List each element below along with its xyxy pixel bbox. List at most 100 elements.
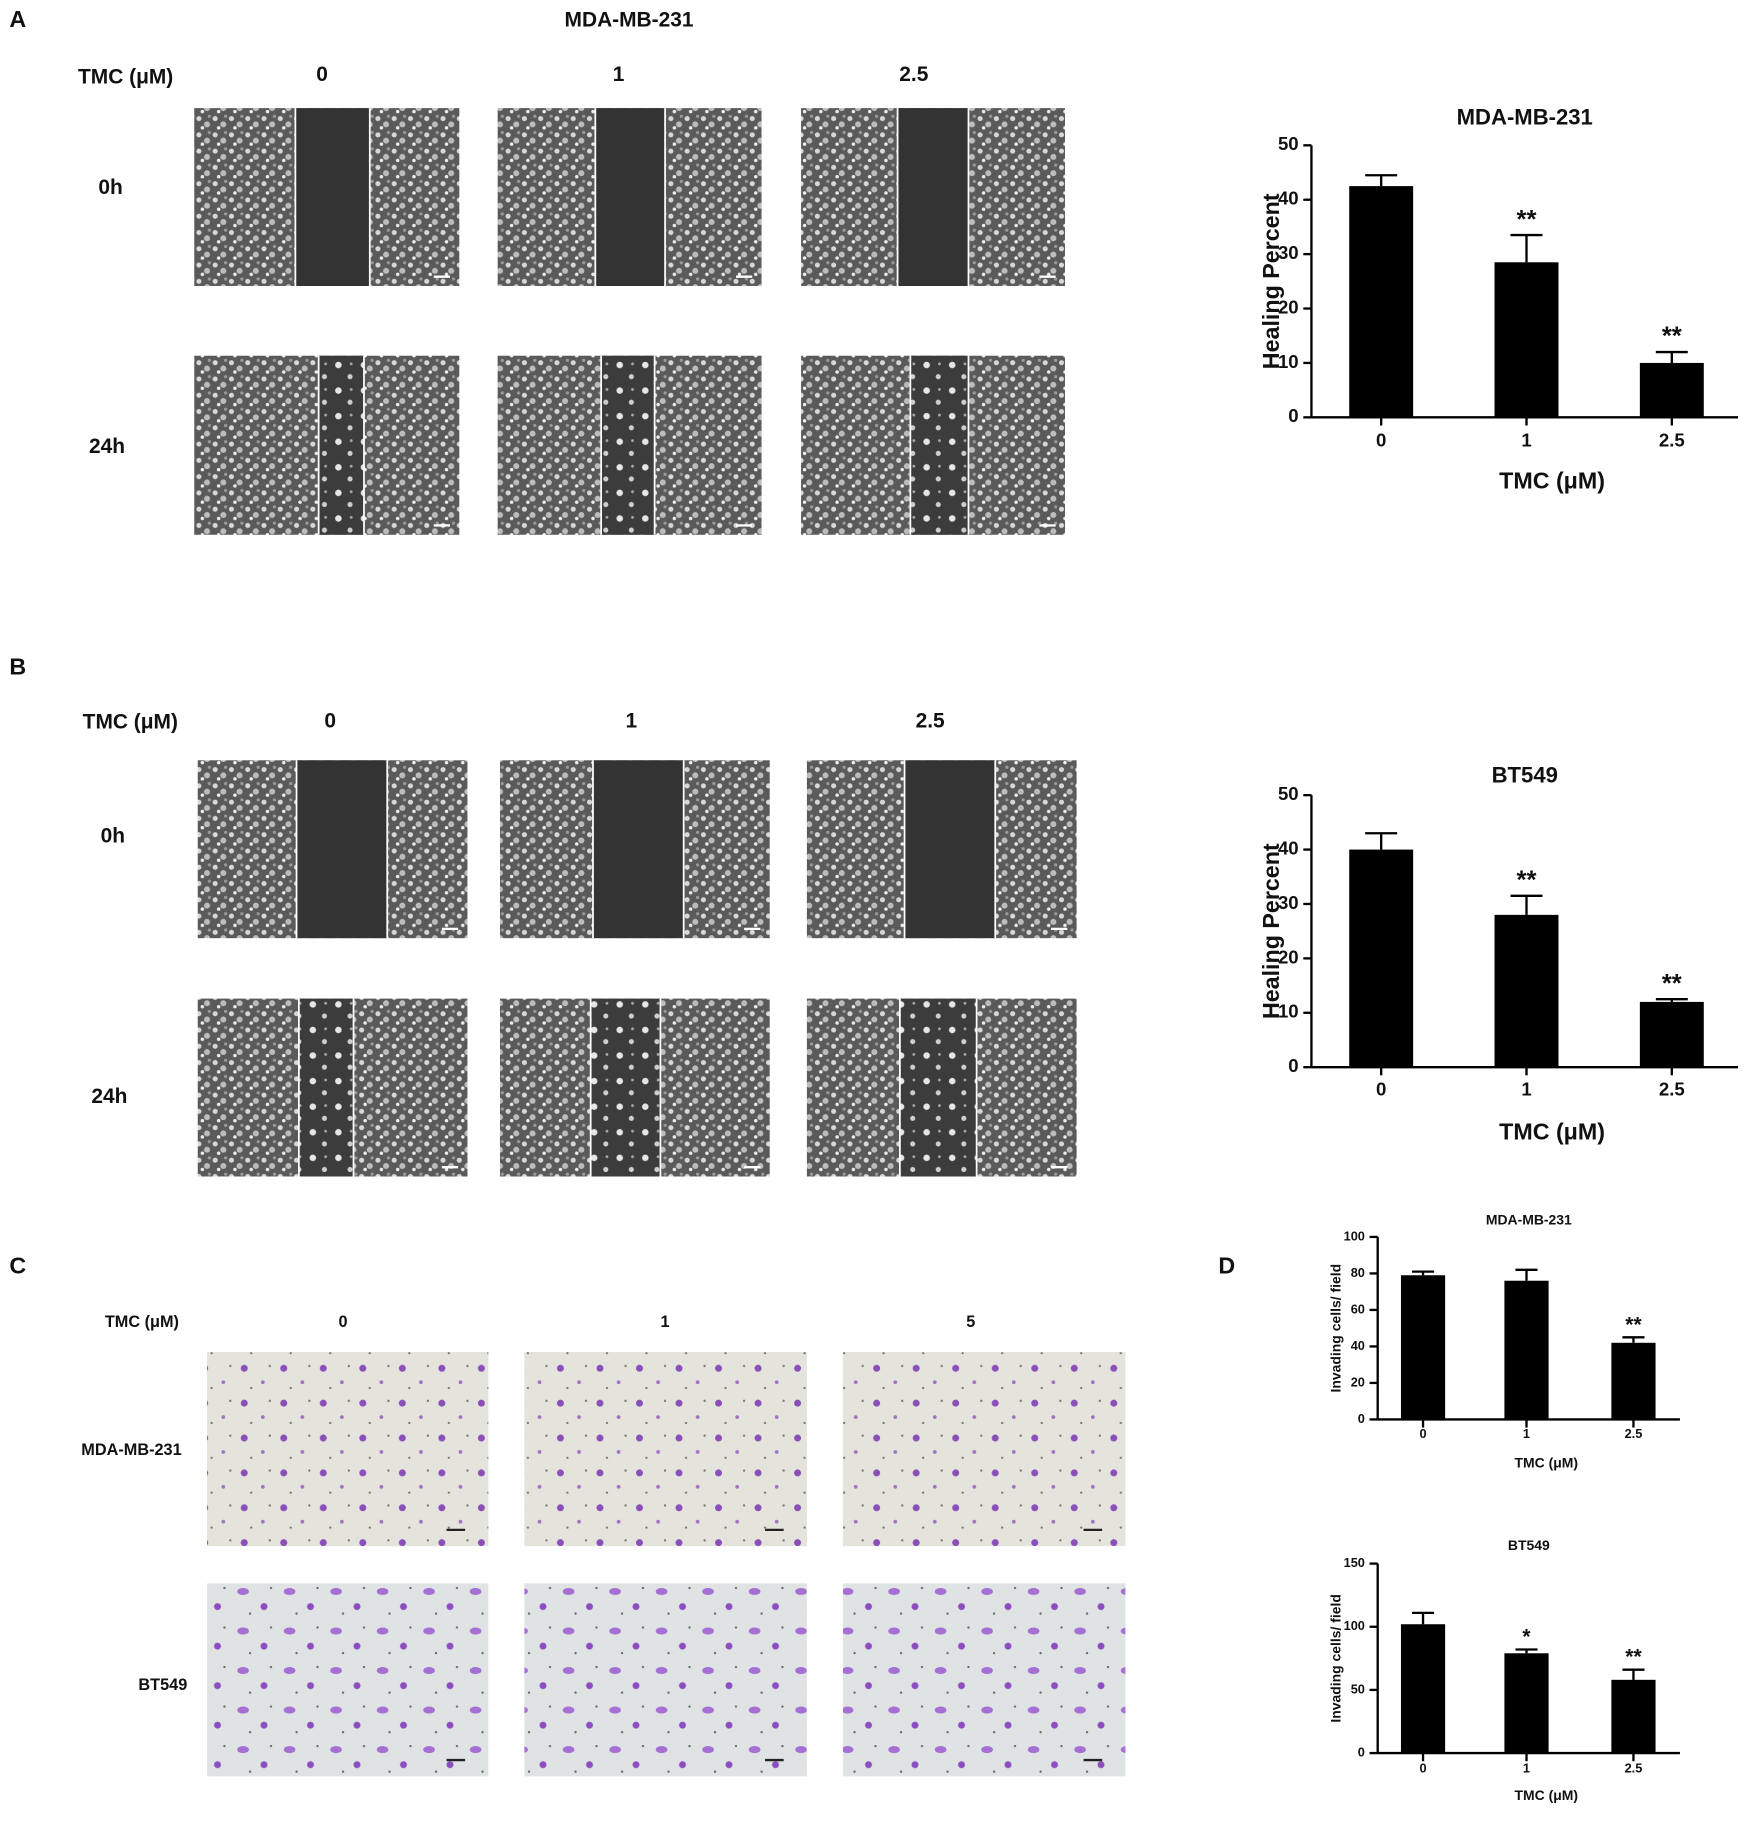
chart-title: MDA-MB-231 (1457, 104, 1593, 129)
significance-mark: ** (1625, 1646, 1642, 1669)
y-tick-label: 100 (1344, 1228, 1365, 1243)
x-axis-label: TMC (μM) (1499, 1119, 1605, 1145)
column-label: 0 (324, 709, 336, 732)
panel-label: D (1218, 1252, 1235, 1278)
y-tick-label: 50 (1278, 133, 1299, 154)
error-bar (1515, 1648, 1538, 1654)
y-tick-label: 10 (1278, 1001, 1299, 1022)
bar (1639, 1001, 1704, 1068)
micrograph (207, 1583, 489, 1777)
bar (1400, 1275, 1446, 1420)
error-bar (1655, 998, 1688, 1002)
bar (1504, 1280, 1549, 1420)
y-tick-label: 0 (1358, 1744, 1365, 1759)
y-tick-label: 40 (1351, 1338, 1365, 1353)
x-axis-label: TMC (μM) (1515, 1454, 1578, 1470)
error-bar (1411, 1270, 1435, 1276)
y-tick-label: 40 (1278, 188, 1299, 209)
column-label: 5 (966, 1313, 975, 1331)
micrograph (207, 1352, 489, 1547)
panel-label: C (9, 1252, 26, 1278)
y-tick-label: 150 (1344, 1555, 1365, 1570)
x-tick-label: 0 (1419, 1426, 1426, 1441)
scratch-gap (899, 998, 977, 1177)
y-axis-label: Invading cells/ field (1328, 1264, 1344, 1393)
y-axis-label: Healing Percent (1258, 843, 1284, 1019)
scratch-gap (318, 355, 364, 535)
error-bar (1365, 174, 1398, 187)
row-label: 24h (89, 435, 125, 458)
y-tick-label: 0 (1288, 405, 1298, 426)
significance-mark: ** (1662, 323, 1682, 351)
y-tick-label: 30 (1278, 242, 1299, 263)
error-bar (1655, 350, 1688, 363)
row-header: TMC (μM) (83, 711, 178, 734)
y-tick-label: 40 (1278, 837, 1299, 858)
micrographs (194, 108, 1126, 1777)
y-axis-label: Invading cells/ field (1328, 1594, 1344, 1723)
row-label: BT549 (138, 1676, 187, 1694)
y-tick-label: 10 (1278, 351, 1299, 372)
scratch-gap (590, 998, 661, 1177)
y-tick-label: 50 (1351, 1681, 1365, 1696)
scratch-gap (298, 998, 354, 1177)
x-tick-label: 2.5 (1625, 1761, 1643, 1776)
y-tick-label: 50 (1278, 783, 1299, 804)
y-tick-label: 20 (1351, 1374, 1365, 1389)
x-tick-label: 0 (1419, 1761, 1426, 1776)
row-label: MDA-MB-231 (81, 1441, 181, 1459)
x-axis-label: TMC (μM) (1499, 468, 1605, 494)
x-tick-label: 2.5 (1659, 430, 1685, 451)
error-bar (1411, 1611, 1435, 1625)
significance-mark: * (1522, 1626, 1531, 1649)
x-tick-label: 2.5 (1659, 1078, 1685, 1099)
bar (1494, 262, 1559, 418)
x-tick-label: 1 (1521, 430, 1531, 451)
column-label: 0 (316, 63, 328, 86)
scratch-gap (296, 760, 388, 939)
column-label: 1 (626, 709, 638, 732)
significance-mark: ** (1517, 867, 1537, 895)
chart-title: BT549 (1492, 762, 1558, 787)
bar (1349, 186, 1414, 418)
y-axis-label: Healing Percent (1258, 193, 1284, 369)
panel-title: MDA-MB-231 (565, 8, 694, 31)
bar (1400, 1624, 1446, 1754)
error-bar (1510, 233, 1543, 263)
scratch-gap (904, 760, 996, 939)
x-tick-label: 1 (1521, 1078, 1531, 1099)
x-tick-label: 1 (1523, 1761, 1530, 1776)
column-label: 1 (613, 63, 625, 86)
error-bar (1515, 1268, 1538, 1281)
significance-mark: ** (1662, 970, 1682, 998)
x-tick-label: 2.5 (1625, 1426, 1643, 1441)
scratch-gap (897, 108, 969, 286)
scratch-gap (595, 108, 666, 286)
y-tick-label: 0 (1288, 1055, 1298, 1076)
significance-mark: ** (1517, 206, 1537, 234)
x-axis-label: TMC (μM) (1515, 1787, 1578, 1803)
panel-label: A (9, 6, 26, 32)
y-tick-label: 60 (1351, 1301, 1365, 1316)
significance-mark: ** (1625, 1313, 1642, 1336)
panel-label: B (9, 654, 26, 680)
row-header: TMC (μM) (78, 65, 173, 88)
error-bar (1365, 832, 1398, 850)
y-tick-label: 20 (1278, 946, 1299, 967)
bar (1639, 362, 1704, 418)
row-label: 24h (91, 1085, 127, 1108)
y-tick-label: 30 (1278, 892, 1299, 913)
bar (1349, 849, 1414, 1068)
bar (1611, 1342, 1656, 1420)
x-tick-label: 0 (1376, 430, 1386, 451)
chart-title: BT549 (1508, 1537, 1550, 1553)
y-tick-label: 100 (1344, 1618, 1365, 1633)
bar (1504, 1653, 1549, 1754)
column-label: 1 (661, 1313, 670, 1331)
row-header: TMC (μM) (105, 1313, 179, 1331)
column-label: 2.5 (916, 709, 945, 732)
x-tick-label: 1 (1523, 1426, 1530, 1441)
y-tick-label: 80 (1351, 1265, 1365, 1280)
micrograph (524, 1352, 807, 1547)
scratch-gap (910, 355, 969, 535)
